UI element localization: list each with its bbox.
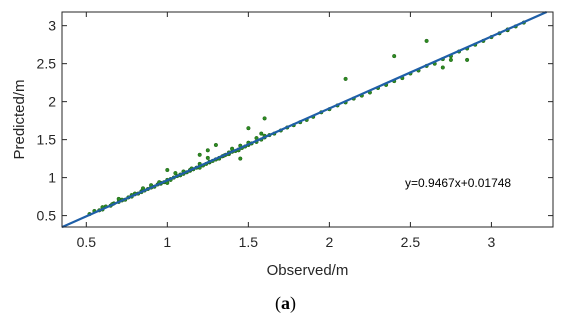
y-tick-label: 1.5 [37,132,57,148]
data-point [205,155,210,160]
data-point [238,156,243,161]
data-point [213,142,218,148]
data-point [262,116,267,121]
data-point [116,196,121,201]
data-point [246,126,251,131]
x-tick-label: 2.5 [401,234,421,250]
x-tick-label: 1 [163,234,171,250]
y-tick-label: 1 [48,170,56,186]
data-point [205,148,210,153]
figure-caption: (a) [275,293,296,313]
scatter-chart: 0.5 1 1.5 2 2.5 3 0.5 1 1.5 2 2.5 3 Observed/m Pre… [11,10,554,279]
data-point [343,76,348,81]
y-tick-label: 2 [48,94,56,110]
data-point [197,152,202,157]
x-tick-label: 2 [325,234,333,250]
data-point [465,57,470,62]
y-axis-label: Predicted/m [11,79,28,159]
y-axis-ticks: 0.5 1 1.5 2 2.5 3 [37,18,553,224]
data-point [259,131,264,136]
plot-frame [61,11,554,228]
y-tick-label: 3 [48,18,56,34]
data-point [165,167,170,173]
data-point [448,57,453,62]
x-tick-label: 3 [488,234,496,250]
caption-label: a [281,293,290,313]
x-tick-label: 1.5 [239,234,259,250]
data-point [392,54,397,59]
data-point [424,38,429,43]
y-tick-label: 0.5 [37,208,57,224]
data-point [440,65,445,70]
regression-line [61,10,548,229]
x-tick-label: 0.5 [77,234,97,250]
fit-equation: y=0.9467x+0.01748 [405,176,511,190]
x-axis-label: Observed/m [267,262,349,279]
x-axis-ticks: 0.5 1 1.5 2 2.5 3 [77,12,496,250]
data-point [173,171,178,176]
y-tick-label: 2.5 [37,56,57,72]
